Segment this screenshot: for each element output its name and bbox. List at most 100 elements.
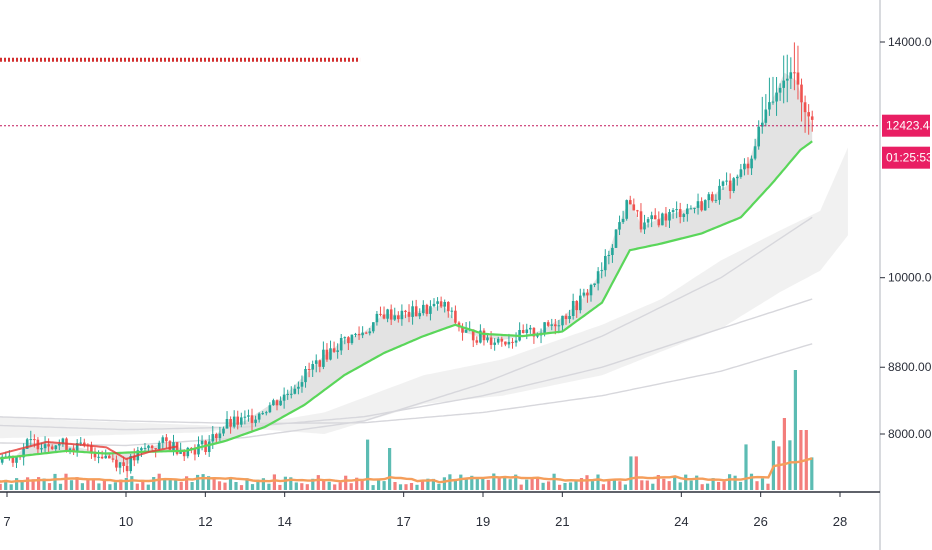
- candle: [75, 439, 79, 457]
- volume-bar: [344, 475, 348, 490]
- candle: [115, 455, 118, 472]
- volume-bar: [382, 481, 386, 490]
- volume-bar: [119, 479, 123, 490]
- x-axis[interactable]: 7 10 12 14 17 19 21 24 26 28: [3, 492, 847, 529]
- candle: [803, 95, 807, 133]
- candle: [686, 203, 689, 222]
- candle: [693, 207, 696, 214]
- candle: [293, 384, 297, 395]
- last-price-badge: 12423.44: [882, 114, 932, 137]
- candle: [589, 283, 593, 302]
- candle: [775, 77, 778, 116]
- cloud-area: [0, 147, 848, 439]
- candle: [761, 96, 764, 134]
- candle: [54, 445, 58, 452]
- volume-bar: [552, 473, 556, 490]
- candle: [696, 193, 700, 215]
- x-tick-label: 26: [753, 514, 767, 529]
- volume-bar: [481, 477, 485, 490]
- x-tick-label: 28: [833, 514, 847, 529]
- volume-bar: [601, 484, 605, 490]
- y-axis[interactable]: 8000.00 8800.00 10000.00 14000.00: [880, 35, 932, 441]
- candle: [454, 305, 457, 325]
- candle: [703, 199, 707, 211]
- candle: [689, 205, 693, 210]
- volume-bar: [749, 473, 754, 490]
- candle: [282, 387, 286, 409]
- candle: [664, 207, 668, 227]
- volume-bar: [283, 476, 287, 490]
- volume-bar: [250, 484, 255, 490]
- candle: [700, 197, 703, 212]
- volume-bar: [525, 479, 529, 490]
- candle: [518, 322, 521, 342]
- candle: [725, 172, 728, 186]
- candle: [500, 336, 504, 347]
- candle: [643, 214, 646, 234]
- volume-bar: [777, 446, 781, 490]
- volume-bar: [91, 478, 95, 490]
- slow-ma-line-2: [0, 298, 813, 431]
- candle: [611, 244, 614, 263]
- candle: [793, 42, 796, 91]
- volume-bar: [157, 473, 161, 490]
- candle: [707, 192, 711, 208]
- volume-bar: [766, 483, 770, 490]
- volume-bar: [486, 479, 490, 490]
- volume-bar: [579, 478, 584, 490]
- candle: [22, 443, 25, 466]
- candle: [15, 456, 18, 468]
- volume-bar: [113, 482, 117, 490]
- volume-bar: [788, 440, 792, 490]
- x-tick-label: 21: [555, 514, 569, 529]
- candle: [61, 437, 65, 447]
- candle: [807, 104, 810, 135]
- candle: [482, 328, 486, 346]
- volume-bar: [53, 473, 57, 490]
- candle: [347, 336, 350, 350]
- volume-bar: [459, 474, 463, 490]
- volume-bar: [80, 483, 84, 490]
- candle: [364, 331, 368, 335]
- volume-bar: [793, 370, 797, 490]
- volume-bar: [656, 475, 660, 490]
- candle: [607, 250, 611, 265]
- candle: [215, 432, 218, 444]
- slow-ma-line-3: [0, 343, 813, 425]
- candle: [721, 180, 725, 190]
- volume-bar: [47, 483, 52, 490]
- candle: [671, 208, 675, 219]
- candle: [618, 215, 621, 235]
- candle: [250, 408, 254, 432]
- candle: [504, 341, 507, 347]
- candle: [29, 430, 33, 447]
- candle: [422, 300, 425, 316]
- candle: [300, 375, 304, 393]
- volume-bar: [300, 483, 304, 490]
- volume-bar: [42, 478, 46, 490]
- candle: [40, 442, 43, 453]
- candle: [582, 288, 586, 298]
- candle: [93, 447, 97, 461]
- candle: [172, 434, 175, 456]
- candle: [361, 326, 364, 339]
- candle: [175, 442, 179, 456]
- candle: [386, 308, 389, 323]
- candle: [429, 300, 432, 321]
- volume-bar: [541, 482, 545, 490]
- volume-bar: [305, 484, 309, 490]
- candle: [147, 444, 150, 452]
- candle: [425, 303, 429, 317]
- volume-ma-line: [0, 457, 813, 484]
- candle: [382, 306, 386, 320]
- candle: [496, 336, 500, 345]
- candle: [247, 409, 250, 422]
- candle: [393, 307, 396, 321]
- candle: [397, 311, 400, 323]
- volume-bar: [618, 481, 622, 490]
- volume-bar: [217, 481, 222, 490]
- candle: [350, 334, 354, 345]
- candle: [782, 55, 785, 104]
- volume-bar: [744, 444, 748, 490]
